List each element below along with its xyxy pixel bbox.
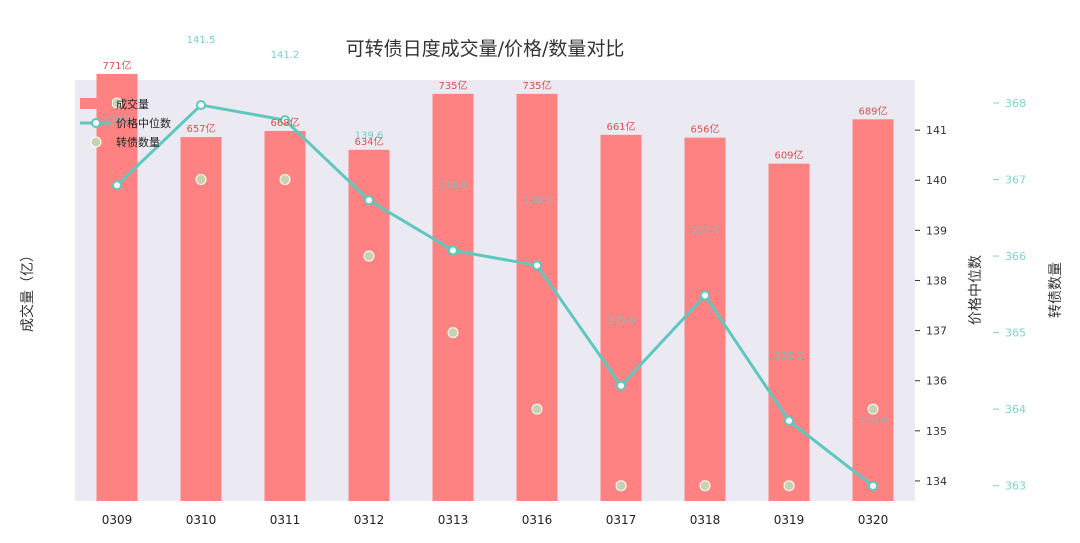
price-point-0310 [196,100,206,111]
y-axis-label-far-right: 转债数量 [1048,262,1064,318]
bar-label-0317: 661亿 [606,120,635,133]
x-tick-0316: 0316 [522,513,553,527]
bar-0313 [432,93,474,501]
x-tick-0310: 0310 [186,513,217,527]
bar-0317 [600,134,642,501]
bar-label-0310: 657亿 [186,122,215,135]
y-axis-label-right: 价格中位数 [968,255,984,325]
price-point-0316 [532,260,542,271]
bar-label-0320: 689亿 [858,104,887,117]
x-tick-0313: 0313 [438,513,469,527]
legend-marker-count [90,136,102,148]
legend-label-price: 价格中位数 [116,116,171,130]
price-label-0318: 137.7 [691,226,720,237]
count-tick-364: 364 [1005,403,1026,416]
legend-label-volume: 成交量 [116,97,149,111]
x-tick-0311: 0311 [270,513,301,527]
count-point-0318 [699,480,711,492]
price-label-0311: 141.2 [271,50,300,61]
bar-label-0311: 668亿 [270,116,299,129]
price-tick-137: 137 [926,325,947,338]
bar-label-0313: 735亿 [438,79,467,92]
bar-0316 [516,93,558,501]
chart-title: 可转债日度成交量/价格/数量对比 [346,38,625,60]
price-tick-140: 140 [926,174,947,187]
count-point-0310 [195,174,207,186]
price-label-0309: 139.9 [103,115,132,126]
x-tick-0318: 0318 [690,513,721,527]
price-tick-139: 139 [926,224,947,237]
price-line [115,103,874,488]
legend-marker-price [91,118,101,128]
bar-label-0312: 634亿 [354,135,383,148]
x-tick-0319: 0319 [774,513,805,527]
price-point-0309 [112,180,122,191]
price-tick-138: 138 [926,274,947,287]
price-label-0313: 138.6 [439,180,468,191]
price-point-0317 [616,380,626,391]
price-label-0312: 139.6 [355,130,384,141]
count-point-0313 [447,327,459,339]
price-label-0316: 138.3 [523,195,552,206]
price-point-0319 [784,415,794,426]
y-axis-label-left: 成交量（亿） [19,248,36,332]
bar-0311 [264,130,306,501]
bar-0310 [180,137,222,501]
price-point-0313 [448,245,458,256]
bar-0318 [684,137,726,501]
price-tick-141: 141 [926,124,947,137]
count-tick-366: 366 [1005,250,1026,263]
price-tick-135: 135 [926,425,947,438]
count-tick-367: 367 [1005,174,1026,187]
bar-0319 [768,163,810,501]
count-point-0319 [783,480,795,492]
count-tick-365: 365 [1005,327,1026,340]
bar-0320 [852,119,894,501]
bar-label-0318: 656亿 [690,123,719,136]
price-tick-136: 136 [926,375,947,388]
count-tick-368: 368 [1005,97,1026,110]
x-tick-0312: 0312 [354,513,385,527]
price-point-0318 [700,290,710,301]
count-point-0312 [363,250,375,262]
bar-0309 [96,73,138,501]
legend-label-count: 转债数量 [116,135,160,149]
bar-label-0309: 771亿 [102,59,131,72]
count-point-0311 [279,174,291,186]
x-tick-0309: 0309 [102,513,133,527]
x-tick-0320: 0320 [858,513,889,527]
count-tick-363: 363 [1005,480,1026,493]
count-point-0316 [531,403,543,415]
price-point-0311 [280,115,290,126]
price-label-0310: 141.5 [187,35,216,46]
bar-label-0316: 735亿 [522,79,551,92]
x-tick-0317: 0317 [606,513,637,527]
count-point-0320 [867,403,879,415]
price-label-0320: 133.9 [859,416,888,427]
price-point-0312 [364,195,374,206]
price-label-0317: 135.9 [607,316,636,327]
legend-swatch-volume [80,98,112,109]
price-label-0319: 135.2 [775,351,804,362]
bar-label-0319: 609亿 [774,149,803,162]
price-point-0320 [868,480,878,491]
count-point-0317 [615,480,627,492]
price-tick-134: 134 [926,475,947,488]
